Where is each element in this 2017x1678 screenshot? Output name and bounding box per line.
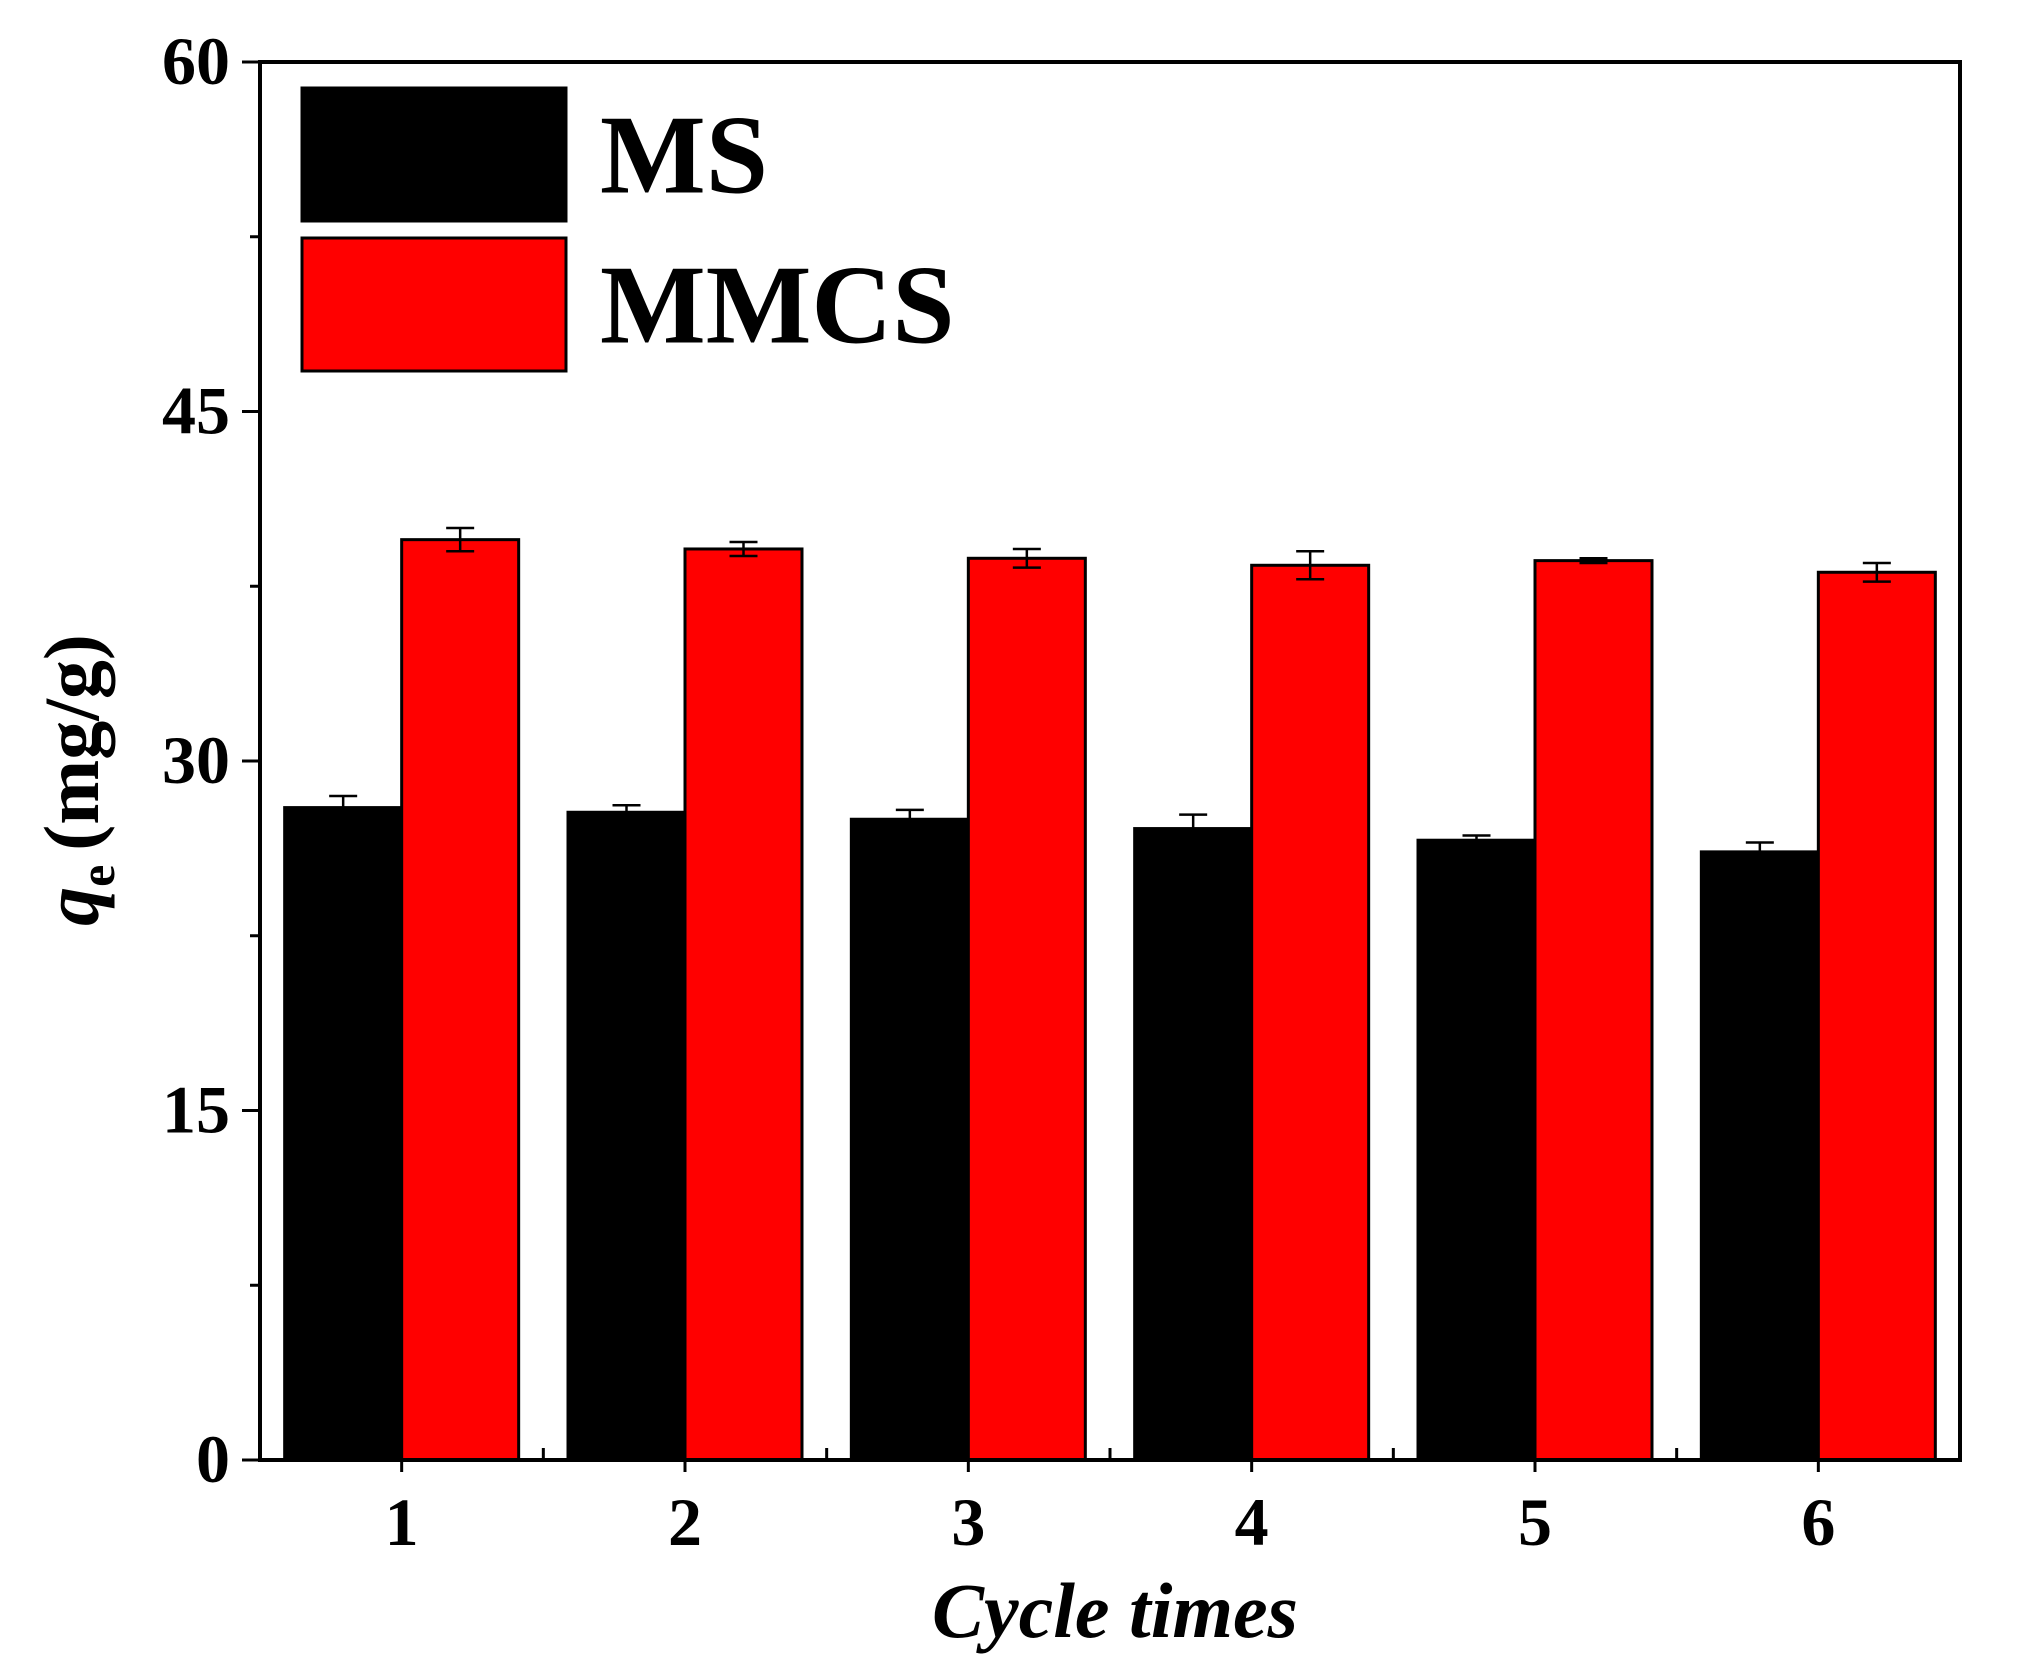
y-tick-label-0: 0	[196, 1421, 230, 1497]
y-tick-label-45: 45	[162, 373, 230, 449]
y-tick-label-30: 30	[162, 722, 230, 798]
x-tick-label-5: 5	[1518, 1484, 1552, 1560]
bars-layer	[283, 538, 1937, 1462]
errorbars-layer	[329, 526, 1891, 863]
bar-ms-cycle-4	[1133, 827, 1254, 1462]
bar-ms-cycle-3	[849, 817, 970, 1462]
legend-swatch-ms	[300, 86, 568, 223]
y-tick-label-15: 15	[162, 1072, 230, 1148]
bar-mmcs-cycle-3	[966, 556, 1087, 1462]
legend-label-mmcs: MMCS	[600, 244, 955, 368]
legend-swatch-mmcs	[300, 236, 568, 373]
y-axis-label-symbol: q	[28, 887, 115, 926]
bar-ms-cycle-5	[1416, 838, 1537, 1462]
bar-mmcs-cycle-5	[1533, 559, 1654, 1462]
x-tick-label-4: 4	[1235, 1484, 1269, 1560]
legend: MS MMCS	[300, 86, 955, 373]
bar-mmcs-cycle-4	[1250, 563, 1371, 1462]
x-tick-label-6: 6	[1801, 1484, 1835, 1560]
legend-label-ms: MS	[600, 94, 768, 218]
y-axis-label-subscript: e	[69, 865, 125, 887]
y-axis-label-unit: (mg/g)	[28, 634, 115, 851]
y-axis-label: qe (mg/g)	[28, 634, 125, 926]
bar-mmcs-cycle-6	[1816, 570, 1937, 1462]
y-tick-label-60: 60	[162, 23, 230, 99]
bar-ms-cycle-6	[1699, 850, 1820, 1462]
x-tick-label-1: 1	[385, 1484, 419, 1560]
x-tick-label-3: 3	[951, 1484, 985, 1560]
x-axis-label: Cycle times	[932, 1567, 1298, 1654]
bar-mmcs-cycle-1	[400, 538, 521, 1462]
bar-mmcs-cycle-2	[683, 547, 804, 1462]
bar-ms-cycle-1	[283, 806, 404, 1462]
x-tick-label-2: 2	[668, 1484, 702, 1560]
bar-ms-cycle-2	[566, 810, 687, 1462]
